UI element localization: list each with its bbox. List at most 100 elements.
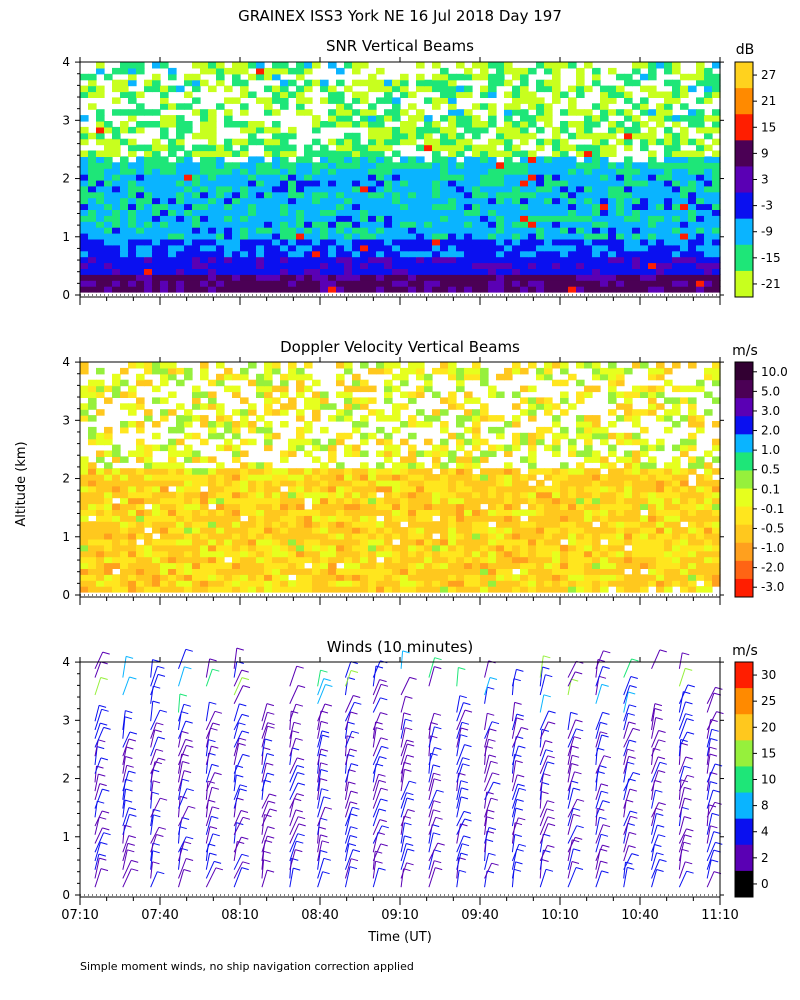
heatmap-cell xyxy=(136,268,145,275)
heatmap-cell xyxy=(304,515,313,522)
heatmap-cell xyxy=(688,403,697,410)
heatmap-cell xyxy=(272,550,281,558)
heatmap-cell xyxy=(368,385,377,393)
heatmap-cell xyxy=(704,233,713,240)
heatmap-cell xyxy=(656,191,665,199)
heatmap-cell xyxy=(664,126,673,134)
heatmap-cell xyxy=(456,221,465,228)
heatmap-cell xyxy=(280,238,289,246)
heatmap-cell xyxy=(336,174,345,181)
heatmap-cell xyxy=(632,497,641,505)
heatmap-cell xyxy=(104,256,113,264)
heatmap-cell xyxy=(96,485,105,493)
heatmap-cell xyxy=(432,250,441,258)
heatmap-cell xyxy=(136,262,145,269)
heatmap-cell xyxy=(136,286,145,293)
heatmap-cell xyxy=(672,185,681,193)
heatmap-cell xyxy=(408,568,417,575)
heatmap-cell xyxy=(224,415,233,422)
heatmap-cell xyxy=(104,550,113,558)
heatmap-cell xyxy=(144,515,153,522)
figure-title: GRAINEX ISS3 York NE 16 Jul 2018 Day 197 xyxy=(238,7,562,25)
heatmap-cell xyxy=(256,274,265,281)
heatmap-cell xyxy=(672,179,681,187)
heatmap-cell xyxy=(256,538,265,546)
heatmap-cell xyxy=(600,521,609,528)
heatmap-cell xyxy=(360,485,369,493)
heatmap-cell xyxy=(296,209,305,216)
heatmap-cell xyxy=(552,274,561,281)
heatmap-cell xyxy=(184,221,193,228)
heatmap-cell xyxy=(624,491,633,499)
heatmap-cell xyxy=(96,156,105,163)
heatmap-cell xyxy=(136,450,145,457)
heatmap-cell xyxy=(648,556,657,564)
heatmap-cell xyxy=(616,73,625,81)
heatmap-cell xyxy=(712,438,721,446)
heatmap-cell xyxy=(456,521,465,528)
heatmap-cell xyxy=(704,568,713,575)
heatmap-cell xyxy=(352,474,361,481)
heatmap-cell xyxy=(272,432,281,440)
heatmap-cell xyxy=(448,527,457,534)
heatmap-cell xyxy=(80,132,89,140)
heatmap-cell xyxy=(200,185,209,193)
heatmap-cell xyxy=(656,415,665,422)
heatmap-cell xyxy=(160,256,169,264)
heatmap-cell xyxy=(568,515,577,522)
heatmap-cell xyxy=(688,438,697,446)
heatmap-cell xyxy=(360,185,369,193)
heatmap-cell xyxy=(600,115,609,122)
heatmap-cell xyxy=(136,156,145,163)
heatmap-cell xyxy=(560,215,569,222)
heatmap-cell xyxy=(184,544,193,552)
heatmap-cell xyxy=(656,262,665,269)
heatmap-cell xyxy=(544,262,553,269)
heatmap-cell xyxy=(672,150,681,157)
heatmap-cell xyxy=(536,485,545,493)
heatmap-cell xyxy=(512,85,521,93)
heatmap-cell xyxy=(392,191,401,199)
heatmap-cell xyxy=(128,286,137,293)
heatmap-cell xyxy=(344,391,353,398)
heatmap-cell xyxy=(440,521,449,528)
heatmap-cell xyxy=(120,550,129,558)
heatmap-cell xyxy=(480,233,489,240)
heatmap-cell xyxy=(544,209,553,216)
heatmap-cell xyxy=(440,562,449,569)
heatmap-cell xyxy=(360,203,369,210)
heatmap-cell xyxy=(376,221,385,228)
heatmap-cell xyxy=(200,509,209,516)
heatmap-cell xyxy=(552,550,561,558)
heatmap-cell xyxy=(296,432,305,440)
heatmap-cell xyxy=(656,215,665,222)
heatmap-cell xyxy=(392,168,401,175)
heatmap-cell xyxy=(472,367,481,375)
heatmap-cell xyxy=(392,250,401,258)
heatmap-cell xyxy=(640,215,649,222)
heatmap-cell xyxy=(568,144,577,152)
heatmap-cell xyxy=(304,556,313,564)
heatmap-cell xyxy=(520,156,529,163)
heatmap-cell xyxy=(664,497,673,505)
heatmap-cell xyxy=(408,544,417,552)
heatmap-cell xyxy=(512,250,521,258)
heatmap-cell xyxy=(224,373,233,381)
heatmap-cell xyxy=(312,409,321,416)
heatmap-cell xyxy=(352,373,361,381)
heatmap-cell xyxy=(456,185,465,193)
heatmap-cell xyxy=(656,503,665,510)
heatmap-cell xyxy=(304,485,313,493)
heatmap-cell xyxy=(712,550,721,558)
heatmap-cell xyxy=(392,150,401,157)
heatmap-cell xyxy=(296,250,305,258)
heatmap-cell xyxy=(368,397,377,404)
heatmap-cell xyxy=(344,215,353,222)
heatmap-cell xyxy=(336,286,345,293)
heatmap-cell xyxy=(664,174,673,181)
heatmap-cell xyxy=(664,515,673,522)
heatmap-cell xyxy=(480,586,489,593)
heatmap-cell xyxy=(160,379,169,387)
heatmap-cell xyxy=(216,556,225,564)
heatmap-cell xyxy=(648,191,657,199)
